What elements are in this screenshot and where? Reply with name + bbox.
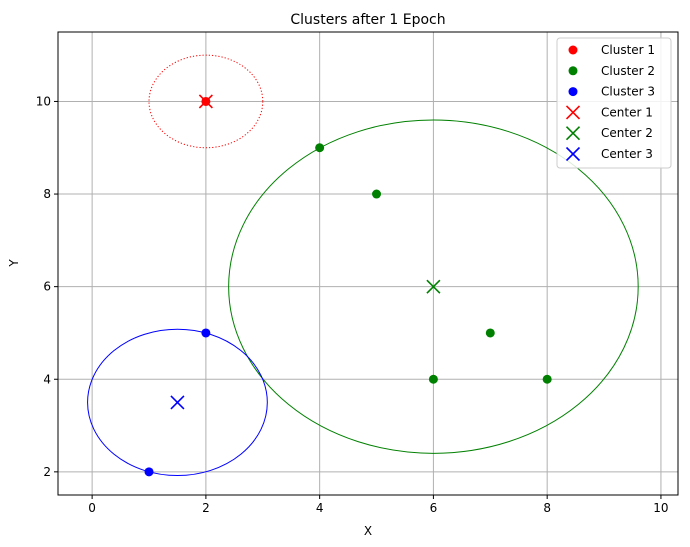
x-tick-label: 6 [430, 501, 438, 515]
plot-frame [57, 31, 679, 496]
y-tick-label: 2 [43, 465, 51, 479]
legend-center-marker [565, 126, 581, 141]
y-tick-label: 4 [43, 372, 51, 386]
y-axis-label: Y [7, 259, 21, 268]
data-point [315, 143, 325, 153]
x-tick-label: 10 [653, 501, 668, 515]
cluster-circle [87, 328, 268, 477]
legend-label: Center 3 [601, 147, 653, 161]
legend-label: Cluster 3 [601, 85, 655, 99]
data-point [372, 189, 382, 199]
data-point [542, 374, 552, 384]
cluster-circles [87, 54, 639, 477]
chart-title: Clusters after 1 Epoch [290, 12, 445, 28]
legend-label: Center 2 [601, 126, 653, 140]
legend-box [556, 37, 672, 169]
legend-entry: Center 3 [565, 146, 653, 162]
legend-point-marker [568, 66, 578, 76]
y-tick-label: 8 [43, 187, 51, 201]
x-axis-label: X [364, 524, 372, 538]
center-marker [426, 279, 441, 294]
y-tick-label: 10 [36, 94, 51, 108]
legend-label: Center 1 [601, 105, 653, 119]
legend-label: Cluster 1 [601, 43, 655, 57]
legend-label: Cluster 2 [601, 64, 655, 78]
data-point [485, 328, 495, 338]
axis-ticks: 0 2 4 6 8 10 2 4 6 8 10 [36, 94, 669, 515]
legend-point-marker [568, 45, 578, 55]
data-point [201, 328, 211, 338]
x-tick-label: 8 [543, 501, 551, 515]
cluster-circle [148, 54, 264, 149]
legend-center-marker [565, 146, 581, 162]
y-tick-label: 6 [43, 280, 51, 294]
data-markers [144, 94, 552, 477]
legend-center-marker [565, 105, 581, 120]
x-tick-label: 0 [88, 501, 96, 515]
legend-entry: Center 1 [565, 105, 653, 120]
data-point [144, 467, 154, 477]
x-tick-label: 4 [316, 501, 324, 515]
legend: Cluster 1 Cluster 2 Cluster 3 Center 1 Cente… [556, 37, 672, 169]
legend-entry: Cluster 1 [568, 43, 655, 57]
x-tick-label: 2 [202, 501, 210, 515]
center-marker [170, 395, 185, 410]
legend-entry: Cluster 3 [568, 85, 655, 99]
legend-entry: Cluster 2 [568, 64, 655, 78]
legend-point-marker [568, 87, 578, 97]
data-point [428, 374, 438, 384]
legend-entry: Center 2 [565, 126, 653, 141]
center-marker [198, 94, 213, 109]
cluster-circle [228, 119, 639, 454]
